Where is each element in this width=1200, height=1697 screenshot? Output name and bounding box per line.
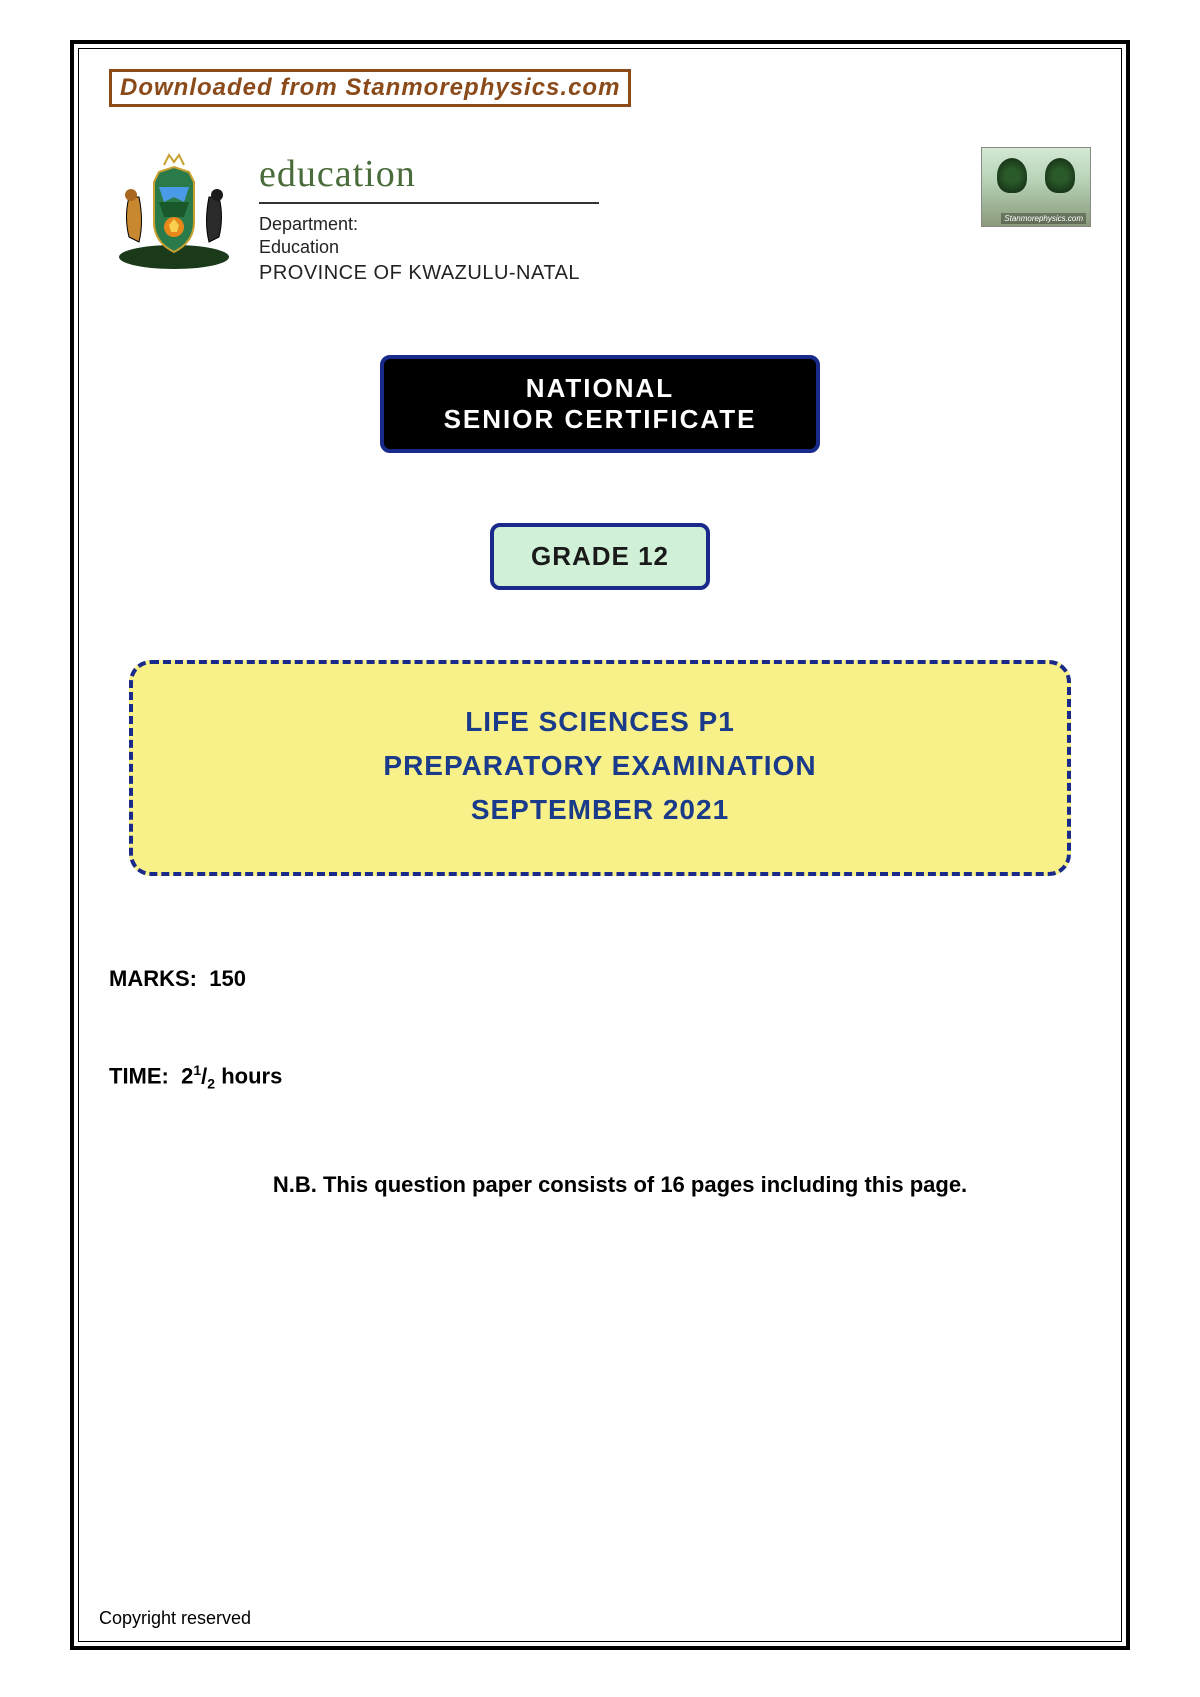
marks-block: MARKS: 150	[109, 966, 1091, 992]
marks-label: MARKS:	[109, 966, 197, 991]
nb-line: N.B. This question paper consists of 16 …	[109, 1172, 1091, 1198]
nsc-line2: SENIOR CERTIFICATE	[394, 404, 806, 435]
exam-type: PREPARATORY EXAMINATION	[153, 750, 1047, 782]
dept-label: Department:	[259, 214, 599, 235]
province-name: PROVINCE OF KWAZULU-NATAL	[259, 262, 599, 285]
page-inner: Downloaded from Stanmorephysics.com	[78, 48, 1122, 1642]
time-whole: 2	[181, 1063, 193, 1088]
marks-value: 150	[209, 966, 246, 991]
department-text: education Department: Education PROVINCE…	[259, 147, 599, 285]
education-underline	[259, 202, 599, 204]
education-heading: education	[259, 152, 599, 196]
nsc-box: NATIONAL SENIOR CERTIFICATE	[380, 355, 820, 453]
time-denominator: 2	[207, 1076, 215, 1092]
header-row: education Department: Education PROVINCE…	[109, 147, 1091, 285]
time-unit: hours	[221, 1063, 282, 1088]
time-label: TIME:	[109, 1063, 169, 1088]
grade-text: GRADE 12	[531, 541, 669, 571]
coat-of-arms-icon	[109, 147, 239, 277]
exam-subject: LIFE SCIENCES P1	[153, 706, 1047, 738]
nsc-line1: NATIONAL	[394, 373, 806, 404]
dept-name: Education	[259, 237, 599, 258]
time-block: TIME: 21/2 hours	[109, 1062, 1091, 1092]
time-numerator: 1	[193, 1062, 201, 1078]
exam-box: LIFE SCIENCES P1 PREPARATORY EXAMINATION…	[129, 660, 1071, 876]
download-banner: Downloaded from Stanmorephysics.com	[109, 69, 631, 107]
copyright: Copyright reserved	[99, 1608, 251, 1629]
page-frame: Downloaded from Stanmorephysics.com	[70, 40, 1130, 1650]
thumbnail-label: Stanmorephysics.com	[1001, 213, 1086, 224]
department-block: education Department: Education PROVINCE…	[109, 147, 599, 285]
exam-date: SEPTEMBER 2021	[153, 794, 1047, 826]
grade-box: GRADE 12	[490, 523, 710, 590]
site-thumbnail-icon: Stanmorephysics.com	[981, 147, 1091, 227]
